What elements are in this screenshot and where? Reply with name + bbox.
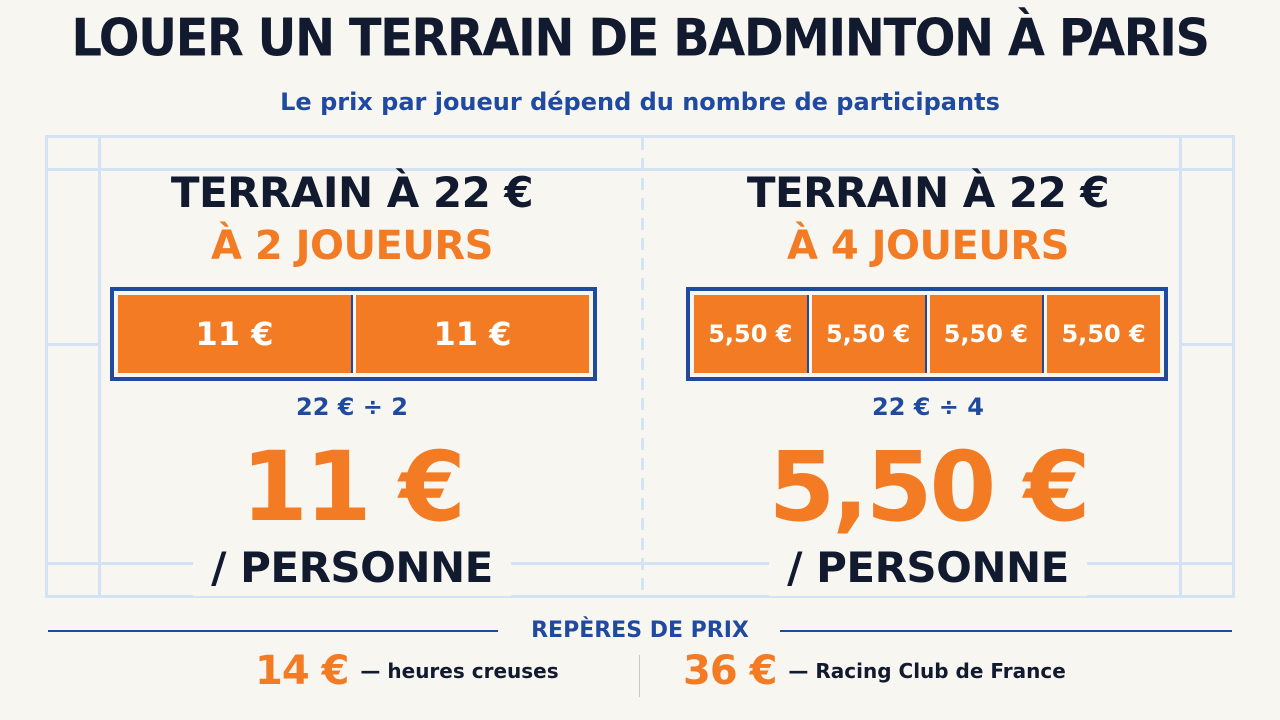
panel-2-players: TERRAIN À 22 € À 2 JOUEURS [62,168,642,274]
court-line [48,562,1232,565]
reference-separator [639,655,640,697]
reference-racing-club: 36 € — Racing Club de France [683,648,1066,694]
reference-off-peak: 14 € — heures creuses [255,648,559,694]
divider-left [48,630,498,632]
share-cell: 5,50 € [811,295,927,373]
panel-4-players: TERRAIN À 22 € À 4 JOUEURS [638,168,1218,274]
price-per-person: 5,50 € [768,431,1090,543]
share-cell: 5,50 € [929,295,1045,373]
terrain-price: TERRAIN À 22 € [746,168,1110,217]
reference-price: 36 € [683,648,777,694]
share-cell: 5,50 € [694,295,809,373]
references-title: REPÈRES DE PRIX [531,618,749,643]
split-bar-4: 5,50 € 5,50 € 5,50 € 5,50 € [686,287,1168,381]
reference-price: 14 € [255,648,349,694]
page-title: LOUER UN TERRAIN DE BADMINTON À PARIS [71,7,1210,69]
division-formula: 22 € ÷ 2 [296,393,408,421]
court-line [48,168,1232,171]
players-count: À 2 JOUEURS [211,223,493,269]
division-formula: 22 € ÷ 4 [872,393,984,421]
court-outline [45,135,1235,598]
divider-right [780,630,1232,632]
per-person-label: / PERSONNE [193,540,511,596]
players-count: À 4 JOUEURS [787,223,1069,269]
court-line [48,343,98,346]
per-person-label: / PERSONNE [769,540,1087,596]
price-per-person: 11 € [241,431,466,543]
share-cell: 11 € [356,295,589,373]
court-center-line [641,138,644,595]
page-subtitle: Le prix par joueur dépend du nombre de p… [280,88,1000,116]
share-cell: 5,50 € [1047,295,1160,373]
court-line [1182,343,1232,346]
share-cell: 11 € [118,295,353,373]
split-bar-2: 11 € 11 € [110,287,597,381]
terrain-price: TERRAIN À 22 € [170,168,534,217]
reference-desc: — heures creuses [360,659,559,683]
court-line [98,138,101,595]
reference-desc: — Racing Club de France [788,659,1066,683]
court-line [1179,138,1182,595]
